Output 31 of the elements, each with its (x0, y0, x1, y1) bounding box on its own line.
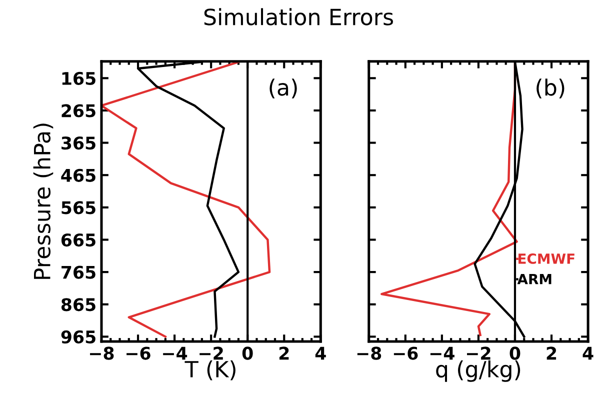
x-tick-label: −6 (126, 346, 150, 360)
x-tick-label: 2 (546, 346, 556, 360)
annotation: (b) (536, 78, 564, 98)
x-tick-label: −8 (90, 346, 114, 360)
legend-label: ARM (517, 274, 552, 284)
y-tick-label: 865 (61, 298, 96, 312)
annotation: (a) (270, 78, 297, 98)
x-tick-label: −4 (163, 346, 188, 360)
x-axis-title: q (g/kg) (436, 360, 520, 382)
chart-title: Simulation Errors (204, 8, 393, 26)
legend-label: ECMWF (518, 253, 574, 264)
x-tick-label: −2 (200, 346, 223, 360)
y-tick-label: 465 (61, 168, 96, 182)
y-tick-label: 765 (62, 266, 96, 279)
x-tick-label: −4 (430, 346, 454, 360)
y-axis-title: Pressure (hPa) (33, 124, 54, 279)
x-tick-label: −2 (466, 346, 490, 360)
x-tick-label: 4 (315, 346, 326, 360)
x-tick-label: −6 (394, 346, 418, 360)
y-tick-label: 565 (62, 201, 96, 214)
y-tick-label: 965 (61, 330, 96, 344)
x-tick-label: −8 (357, 346, 382, 360)
y-tick-label: 165 (62, 72, 96, 85)
y-tick-label: 265 (62, 104, 96, 118)
y-tick-label: 665 (61, 233, 96, 247)
x-tick-label: 0 (510, 346, 520, 360)
x-axis-title: T (K) (184, 360, 236, 380)
x-tick-label: 0 (242, 346, 253, 360)
x-tick-label: 4 (582, 346, 594, 360)
x-tick-label: 2 (279, 346, 289, 360)
y-tick-label: 365 (62, 136, 96, 150)
